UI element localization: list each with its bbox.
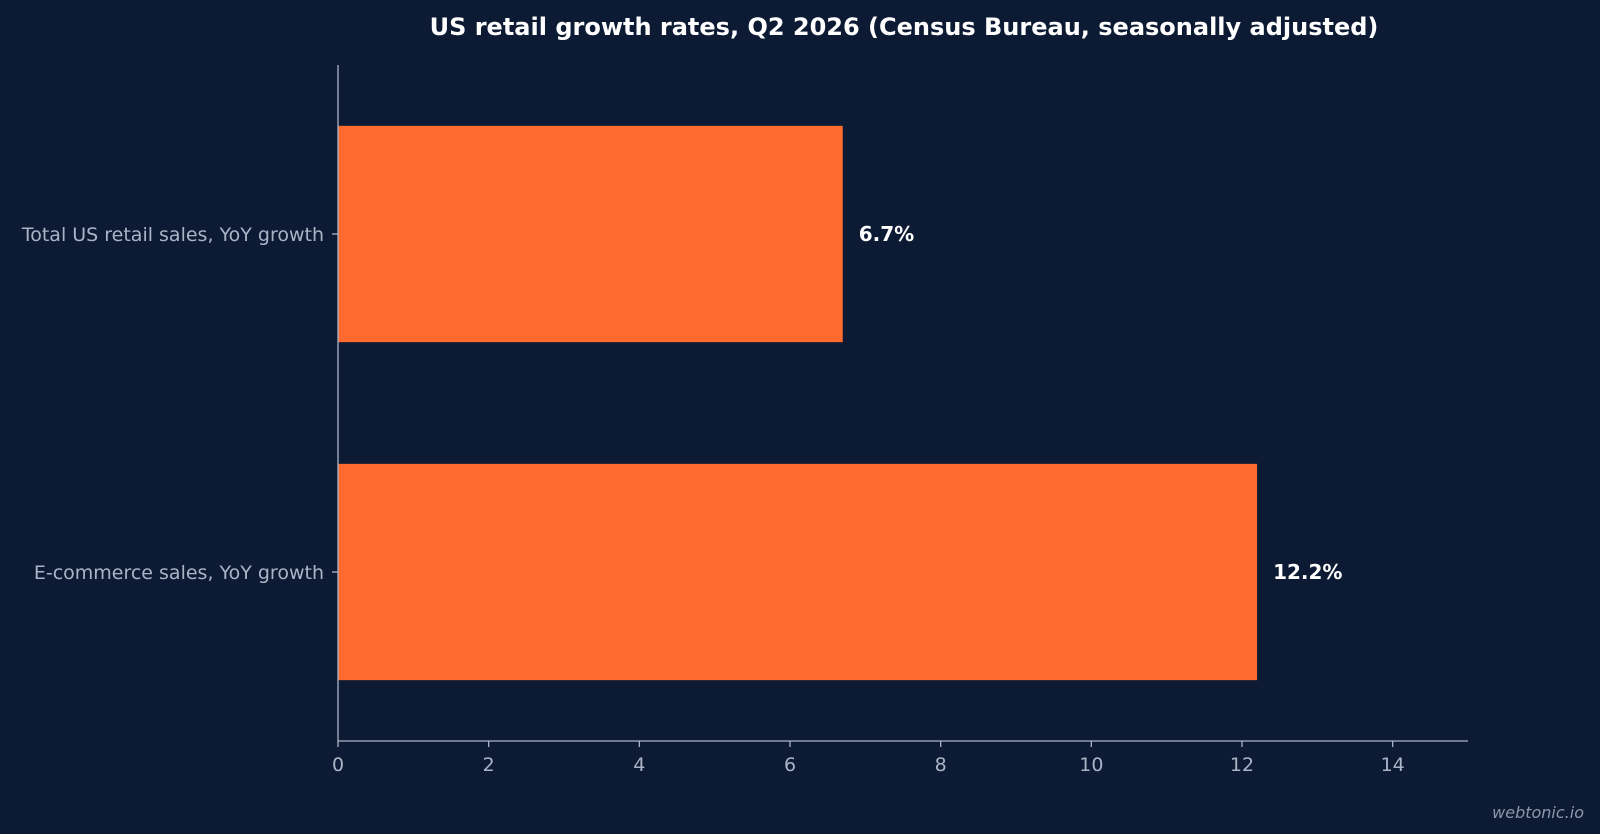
category-label-1: Total US retail sales, YoY growth	[21, 224, 324, 246]
x-tick-label-2: 2	[483, 754, 495, 776]
bar-value-label-1: 6.7%	[859, 222, 914, 246]
x-ticks-layer: 0 2 4 6 8 10 12 14	[332, 741, 1405, 776]
bar-2	[338, 463, 1258, 681]
bar-1	[338, 125, 843, 343]
x-tick-label-8: 8	[935, 754, 947, 776]
x-tick-label-14: 14	[1381, 754, 1405, 776]
chart-title: US retail growth rates, Q2 2026 (Census …	[430, 13, 1379, 41]
x-tick-label-10: 10	[1079, 754, 1103, 776]
axes-layer	[337, 65, 1468, 742]
bars-layer: 6.7% 12.2%	[338, 125, 1342, 681]
category-label-2: E-commerce sales, YoY growth	[34, 562, 324, 584]
x-tick-label-12: 12	[1230, 754, 1254, 776]
x-tick-label-6: 6	[784, 754, 796, 776]
bar-value-label-2: 12.2%	[1273, 560, 1342, 584]
category-labels-layer: Total US retail sales, YoY growth E-comme…	[21, 224, 338, 584]
x-tick-label-0: 0	[332, 754, 344, 776]
x-tick-label-4: 4	[633, 754, 645, 776]
watermark: webtonic.io	[1492, 803, 1584, 822]
